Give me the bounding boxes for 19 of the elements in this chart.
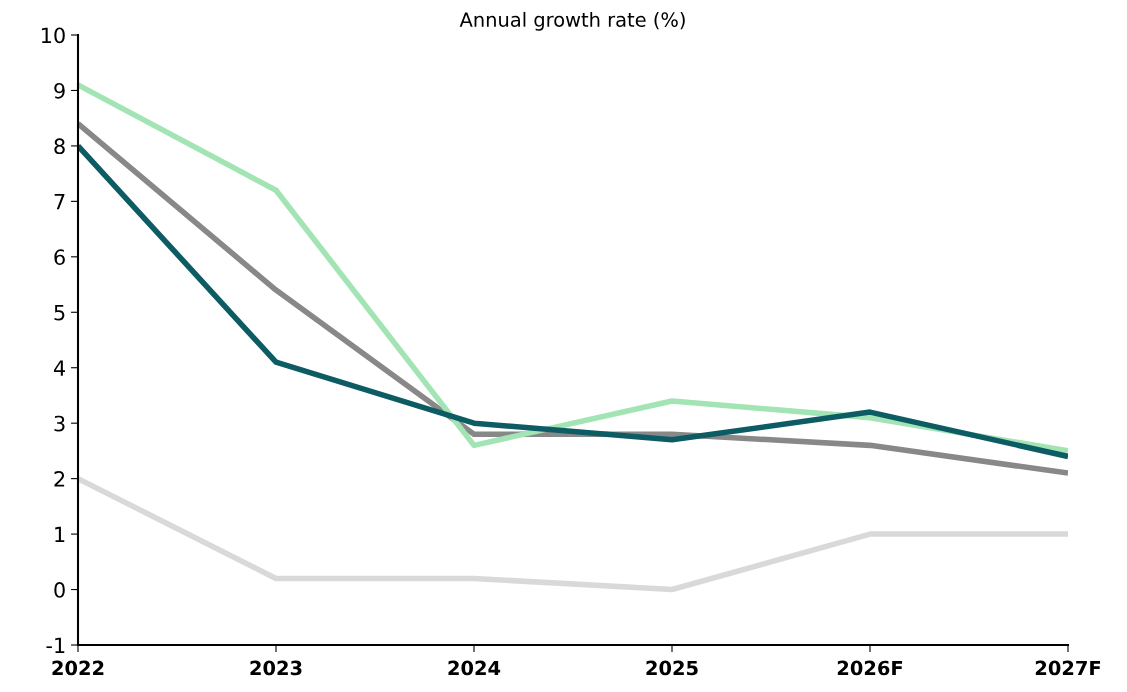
y-tick-label: 8 — [54, 138, 65, 155]
chart-title: Annual growth rate (%) — [459, 11, 685, 31]
x-tick-label: 2025 — [646, 660, 698, 676]
x-tick-label: 2022 — [52, 660, 104, 676]
y-tick-label: 5 — [54, 305, 65, 321]
y-tick-label: 2 — [54, 471, 65, 487]
y-tick-label: -1 — [46, 637, 65, 653]
y-tick-label: 7 — [54, 194, 65, 210]
y-tick-label: 4 — [53, 360, 66, 376]
y-tick-label: 6 — [54, 249, 65, 266]
x-tick-label: 2027F — [1035, 660, 1101, 676]
x-tick-label: 2026F — [837, 660, 903, 676]
y-tick-label: 0 — [54, 582, 65, 598]
y-tick-label: 9 — [54, 82, 65, 99]
x-tick-label: 2023 — [250, 660, 302, 676]
y-tick-label: 3 — [54, 415, 65, 432]
y-tick-label: 1 — [55, 526, 65, 543]
x-tick-label: 2024 — [448, 660, 501, 676]
y-tick-label: 10 — [41, 27, 65, 44]
